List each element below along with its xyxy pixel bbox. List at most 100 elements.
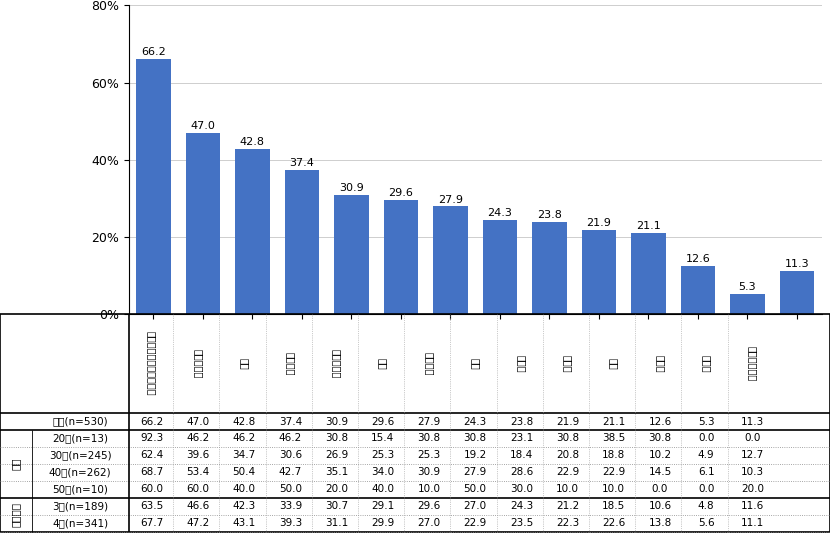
Text: 3人(n=189): 3人(n=189)	[52, 501, 108, 511]
Text: 60.0: 60.0	[187, 484, 209, 494]
Text: 23.5: 23.5	[510, 518, 533, 528]
Bar	[582, 230, 616, 314]
Text: 42.3: 42.3	[232, 501, 256, 511]
Text: 24.3: 24.3	[510, 501, 533, 511]
Text: 23.1: 23.1	[510, 433, 533, 444]
Text: 30.7: 30.7	[325, 501, 348, 511]
Text: 25.3: 25.3	[371, 451, 394, 460]
Text: 62.4: 62.4	[140, 451, 164, 460]
Text: キノコ類: キノコ類	[286, 352, 295, 375]
Text: 27.9: 27.9	[463, 467, 487, 477]
Text: 39.3: 39.3	[279, 518, 302, 528]
Text: 30.6: 30.6	[279, 451, 302, 460]
Text: 60.0: 60.0	[140, 484, 164, 494]
Bar	[235, 149, 270, 314]
Text: 46.6: 46.6	[186, 501, 210, 511]
Text: 50.0: 50.0	[464, 484, 486, 494]
Text: 18.8: 18.8	[602, 451, 626, 460]
Text: 21.1: 21.1	[636, 221, 661, 231]
Text: 47.0: 47.0	[190, 121, 215, 131]
Text: ニンニク: ニンニク	[424, 352, 434, 375]
Text: 21.9: 21.9	[587, 217, 612, 228]
Text: 海藻類: 海藻類	[516, 355, 526, 373]
Text: 18.4: 18.4	[510, 451, 533, 460]
Bar	[779, 271, 814, 314]
Text: 37.4: 37.4	[290, 158, 315, 168]
Text: 20.8: 20.8	[556, 451, 579, 460]
Text: 11.3: 11.3	[740, 417, 764, 426]
Text: 37.4: 37.4	[279, 417, 302, 426]
Text: 豆類: 豆類	[378, 358, 388, 369]
Text: 牛乳: 牛乳	[608, 358, 619, 369]
Text: 27.9: 27.9	[438, 194, 463, 205]
Text: 46.2: 46.2	[186, 433, 210, 444]
Text: 28.6: 28.6	[510, 467, 533, 477]
Text: 40.0: 40.0	[232, 484, 256, 494]
Text: 14.5: 14.5	[648, 467, 671, 477]
Text: 6.1: 6.1	[698, 467, 715, 477]
Text: 21.9: 21.9	[556, 417, 579, 426]
Text: 24.3: 24.3	[487, 208, 512, 219]
Text: 11.3: 11.3	[784, 259, 809, 268]
Text: 全体(n=530): 全体(n=530)	[52, 417, 108, 426]
Text: 42.8: 42.8	[232, 417, 256, 426]
Bar	[186, 133, 220, 314]
Text: 30.8: 30.8	[648, 433, 671, 444]
Text: 42.7: 42.7	[279, 467, 302, 477]
Bar	[383, 200, 418, 314]
Text: 30.9: 30.9	[417, 467, 441, 477]
Text: 緑黄色野菜: 緑黄色野菜	[193, 349, 203, 378]
Text: 40.0: 40.0	[371, 484, 394, 494]
Text: 50代(n=10): 50代(n=10)	[52, 484, 108, 494]
Text: 5.3: 5.3	[698, 417, 715, 426]
Text: 22.9: 22.9	[463, 518, 487, 528]
Text: 22.9: 22.9	[602, 467, 626, 477]
Text: 10.0: 10.0	[417, 484, 441, 494]
Text: 21.2: 21.2	[556, 501, 579, 511]
Text: ヨーグルト・乳酸菌飲料: ヨーグルト・乳酸菌飲料	[147, 331, 157, 396]
Text: 29.6: 29.6	[371, 417, 394, 426]
Text: 10.6: 10.6	[648, 501, 671, 511]
Text: 20.0: 20.0	[325, 484, 348, 494]
Text: 92.3: 92.3	[140, 433, 164, 444]
Text: 35.1: 35.1	[325, 467, 349, 477]
Text: 豆腐・豆乳: 豆腐・豆乳	[331, 349, 342, 378]
Text: バナナ: バナナ	[563, 355, 573, 373]
Text: 13.8: 13.8	[648, 518, 671, 528]
Text: 12.6: 12.6	[686, 253, 710, 264]
Text: 唐辛子: 唐辛子	[655, 355, 665, 373]
Text: 27.0: 27.0	[464, 501, 486, 511]
Text: ひとつもない: ひとつもない	[747, 346, 758, 381]
Text: 20代(n=13): 20代(n=13)	[52, 433, 108, 444]
Text: 50.4: 50.4	[232, 467, 256, 477]
Text: 38.5: 38.5	[602, 433, 626, 444]
Text: 10.0: 10.0	[603, 484, 625, 494]
Text: 4人(n=341): 4人(n=341)	[52, 518, 108, 528]
Text: 0.0: 0.0	[745, 433, 760, 444]
Bar	[681, 265, 715, 314]
Text: 66.2: 66.2	[140, 417, 164, 426]
Text: 29.9: 29.9	[371, 518, 394, 528]
Text: 20.0: 20.0	[741, 484, 764, 494]
Text: 24.3: 24.3	[463, 417, 487, 426]
Text: 47.0: 47.0	[187, 417, 209, 426]
Text: 30.8: 30.8	[464, 433, 486, 444]
Text: 0.0: 0.0	[698, 484, 715, 494]
Text: 5.3: 5.3	[739, 282, 756, 292]
Text: 30.8: 30.8	[325, 433, 348, 444]
Text: 15.4: 15.4	[371, 433, 394, 444]
Text: 4.8: 4.8	[698, 501, 715, 511]
Bar	[631, 233, 666, 314]
Text: 18.5: 18.5	[602, 501, 626, 511]
Text: 27.0: 27.0	[417, 518, 441, 528]
Text: 22.3: 22.3	[556, 518, 579, 528]
Text: 0.0: 0.0	[698, 433, 715, 444]
Text: 25.3: 25.3	[417, 451, 441, 460]
Text: 40代(n=262): 40代(n=262)	[49, 467, 111, 477]
Text: 30.8: 30.8	[556, 433, 579, 444]
Text: 29.6: 29.6	[388, 188, 413, 198]
Text: 10.0: 10.0	[556, 484, 579, 494]
Text: 50.0: 50.0	[279, 484, 302, 494]
Text: 68.7: 68.7	[140, 467, 164, 477]
Text: 30.9: 30.9	[325, 417, 348, 426]
